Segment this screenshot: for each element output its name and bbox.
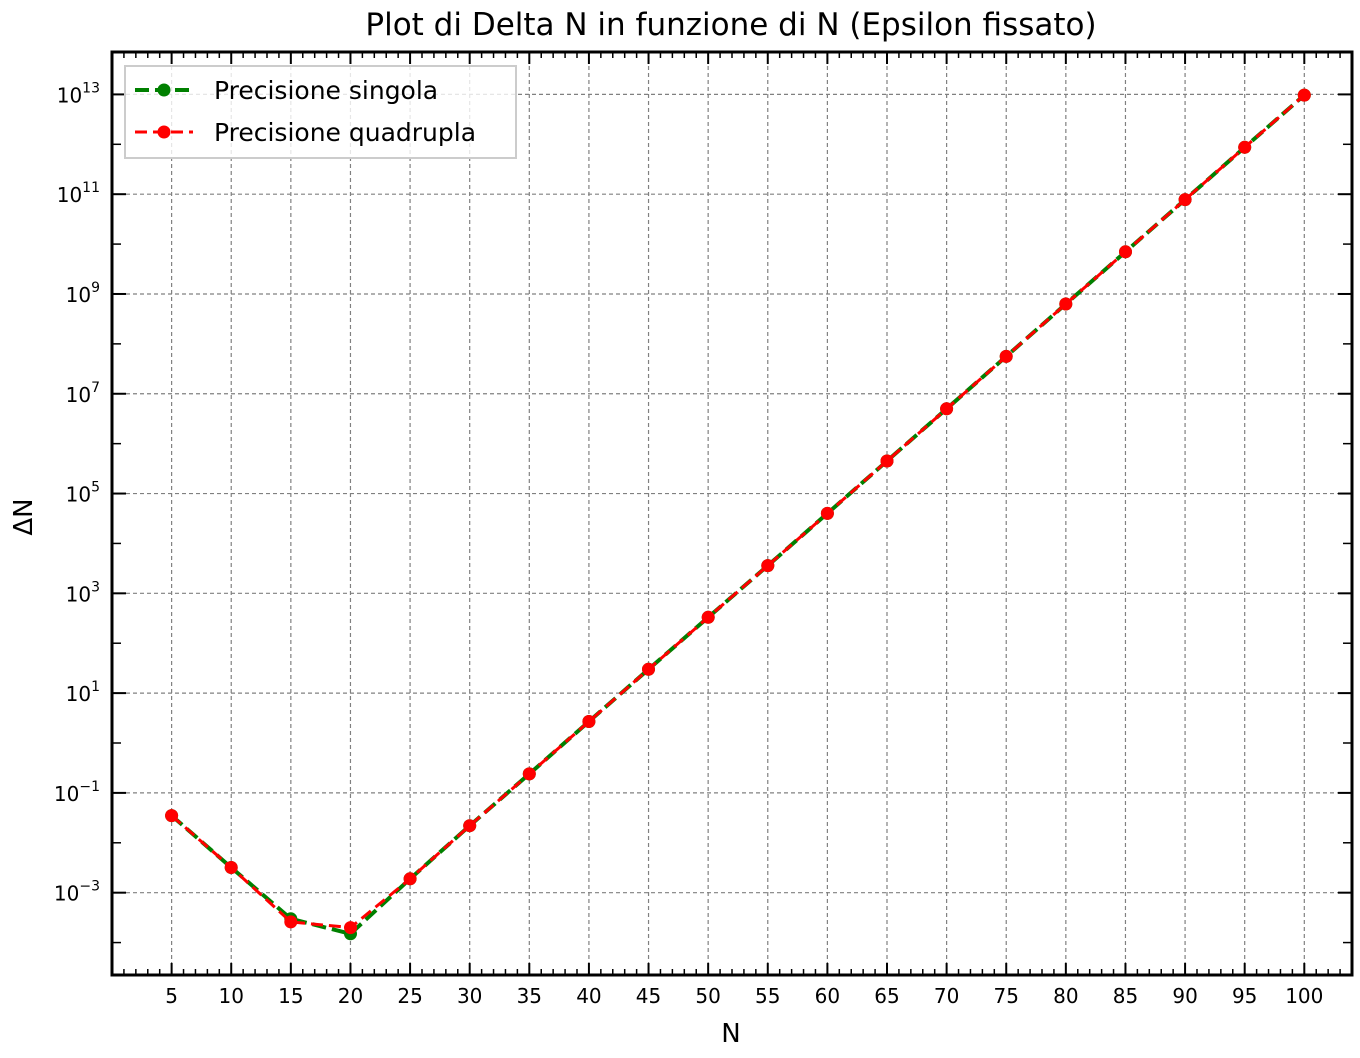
x-tick-label: 30 bbox=[457, 984, 482, 1008]
grid bbox=[112, 52, 1352, 975]
x-tick-label: 5 bbox=[165, 984, 178, 1008]
data-point-quad bbox=[761, 559, 775, 573]
series-line-single bbox=[170, 93, 1306, 937]
y-tick-exponent: 3 bbox=[91, 579, 100, 595]
y-tick-base: 10 bbox=[54, 882, 79, 906]
y-tick-label: 105 bbox=[66, 480, 100, 507]
data-point-quad bbox=[224, 861, 238, 874]
data-point-quad bbox=[701, 610, 715, 624]
x-tick-label: 80 bbox=[1053, 984, 1078, 1008]
chart-title: Plot di Delta N in funzione di N (Epsilo… bbox=[365, 7, 1096, 43]
data-point-quad bbox=[820, 506, 834, 520]
data-point-quad bbox=[463, 819, 477, 833]
legend-box bbox=[124, 65, 517, 159]
x-tick-label: 25 bbox=[397, 984, 422, 1008]
legend: Precisione singola Precisione quadrupla bbox=[124, 65, 517, 159]
y-tick-base: 10 bbox=[54, 782, 79, 806]
y-tick-base: 10 bbox=[66, 383, 91, 407]
y-tick-label: 10−1 bbox=[54, 779, 100, 806]
y-axis-label: ΔN bbox=[9, 498, 39, 535]
y-tick-base: 10 bbox=[66, 483, 91, 507]
y-tick-label: 107 bbox=[66, 380, 100, 407]
data-point-quad bbox=[880, 454, 894, 468]
y-tick-base: 10 bbox=[66, 582, 91, 606]
x-tick-label: 70 bbox=[934, 984, 959, 1008]
series-group bbox=[165, 88, 1311, 941]
series-line-quad bbox=[170, 93, 1306, 930]
legend-marker-quad bbox=[157, 125, 171, 139]
y-tick-label: 1011 bbox=[57, 180, 100, 207]
legend-marker-single bbox=[157, 83, 171, 97]
legend-label-single: Precisione singola bbox=[214, 76, 438, 105]
data-point-quad bbox=[165, 809, 179, 823]
y-tick-base: 10 bbox=[66, 682, 91, 706]
y-tick-base: 10 bbox=[57, 183, 82, 207]
data-point-quad bbox=[1119, 245, 1132, 259]
data-point-quad bbox=[1297, 88, 1311, 102]
y-tick-label: 103 bbox=[66, 579, 100, 606]
data-point-quad bbox=[999, 349, 1013, 363]
x-tick-label: 45 bbox=[636, 984, 661, 1008]
data-point-quad bbox=[1059, 297, 1073, 311]
data-point-quad bbox=[1178, 193, 1192, 207]
x-tick-label: 55 bbox=[755, 984, 780, 1008]
y-tick-exponent: 5 bbox=[91, 480, 100, 496]
y-tick-label: 109 bbox=[66, 280, 100, 307]
y-tick-base: 10 bbox=[66, 283, 91, 307]
data-point-quad bbox=[642, 662, 655, 676]
x-axis-label: N bbox=[721, 1019, 740, 1049]
data-point-quad bbox=[284, 915, 298, 929]
x-tick-label: 10 bbox=[219, 984, 244, 1008]
y-tick-label: 1013 bbox=[57, 80, 100, 107]
y-tick-label: 101 bbox=[66, 679, 100, 706]
plot-frame bbox=[110, 50, 1354, 977]
y-tick-exponent: 9 bbox=[91, 280, 100, 296]
y-tick-base: 10 bbox=[57, 83, 82, 107]
x-tick-label: 20 bbox=[338, 984, 363, 1008]
data-point-quad bbox=[940, 402, 954, 416]
x-tick-label: 85 bbox=[1113, 984, 1138, 1008]
y-tick-exponent: 7 bbox=[91, 380, 100, 396]
x-tick-label: 90 bbox=[1172, 984, 1197, 1008]
data-point-quad bbox=[344, 921, 357, 935]
x-tick-label: 60 bbox=[815, 984, 840, 1008]
x-tick-label: 95 bbox=[1232, 984, 1257, 1008]
data-point-quad bbox=[582, 715, 596, 728]
x-tick-label: 15 bbox=[278, 984, 303, 1008]
y-tick-label: 10−3 bbox=[54, 879, 100, 906]
y-tick-exponent: −1 bbox=[79, 779, 100, 795]
data-point-quad bbox=[522, 767, 536, 781]
x-tick-label: 40 bbox=[576, 984, 601, 1008]
y-tick-exponent: 1 bbox=[91, 679, 100, 695]
x-tick-label: 75 bbox=[994, 984, 1019, 1008]
x-tick-label: 50 bbox=[695, 984, 720, 1008]
y-tick-exponent: 11 bbox=[82, 180, 100, 196]
data-point-quad bbox=[1238, 140, 1252, 154]
data-point-quad bbox=[403, 872, 417, 886]
y-tick-exponent: −3 bbox=[79, 879, 100, 895]
ticks: 5 10 15 20 25 30 35 40 45 50 55 60 65 70 75 80 85 90 95 100… bbox=[54, 52, 1352, 1008]
x-tick-label: 100 bbox=[1285, 984, 1323, 1008]
y-tick-exponent: 13 bbox=[82, 80, 100, 96]
legend-label-quad: Precisione quadrupla bbox=[214, 118, 476, 147]
x-tick-label: 65 bbox=[874, 984, 899, 1008]
x-tick-label: 35 bbox=[517, 984, 542, 1008]
